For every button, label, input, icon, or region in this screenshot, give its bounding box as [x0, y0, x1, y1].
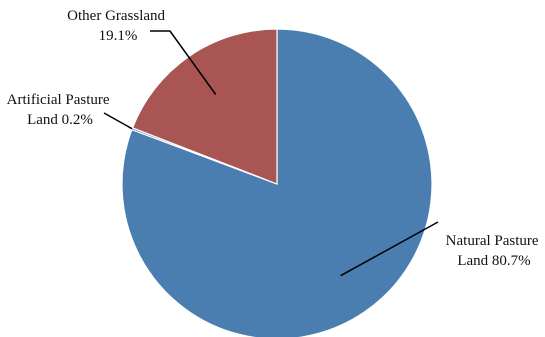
slice-label-artificial-pasture: Artificial Pasture Land 0.2% — [7, 92, 114, 128]
leader-line-natural-pasture — [340, 221, 439, 277]
leader-lines — [103, 30, 439, 277]
pie-slice-other-grassland — [131, 28, 278, 185]
leader-line-other-grassland — [150, 30, 217, 95]
slice-label-natural-pasture: Natural Pasture Land 80.7% — [446, 233, 543, 269]
pie-slices — [121, 28, 433, 337]
pie-slice-natural-pasture — [121, 28, 433, 337]
leader-line-artificial-pasture — [103, 112, 133, 130]
slice-label-other-grassland: Other Grassland 19.1% — [67, 8, 169, 44]
